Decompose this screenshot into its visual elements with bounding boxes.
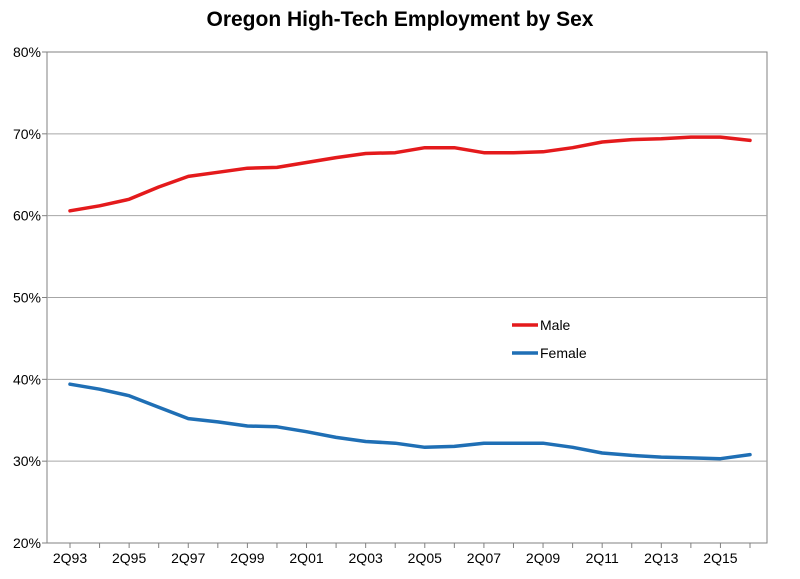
- x-tick-label: 2Q09: [526, 550, 560, 566]
- x-tick-label: 2Q13: [644, 550, 678, 566]
- y-tick-label: 60%: [13, 208, 41, 224]
- x-tick-label: 2Q99: [230, 550, 264, 566]
- legend-label-male: Male: [540, 317, 571, 333]
- series-line-male: [68, 135, 752, 213]
- x-tick-label: 2Q03: [349, 550, 383, 566]
- x-tick-label: 2Q93: [53, 550, 87, 566]
- y-tick-label: 50%: [13, 290, 41, 306]
- y-tick-label: 70%: [13, 126, 41, 142]
- x-tick-label: 2Q11: [586, 550, 619, 566]
- y-tick-label: 20%: [13, 535, 41, 551]
- y-tick-label: 40%: [13, 371, 41, 387]
- x-tick-label: 2Q01: [289, 550, 323, 566]
- y-tick-label: 30%: [13, 453, 41, 469]
- x-tick-label: 2Q07: [467, 550, 501, 566]
- legend-label-female: Female: [540, 345, 587, 361]
- series-line-female: [68, 382, 752, 461]
- x-tick-label: 2Q97: [171, 550, 205, 566]
- chart-title: Oregon High-Tech Employment by Sex: [206, 8, 594, 31]
- x-tick-label: 2Q15: [703, 550, 737, 566]
- x-tick-label: 2Q95: [112, 550, 146, 566]
- y-tick-label: 80%: [13, 44, 41, 60]
- x-tick-label: 2Q05: [408, 550, 442, 566]
